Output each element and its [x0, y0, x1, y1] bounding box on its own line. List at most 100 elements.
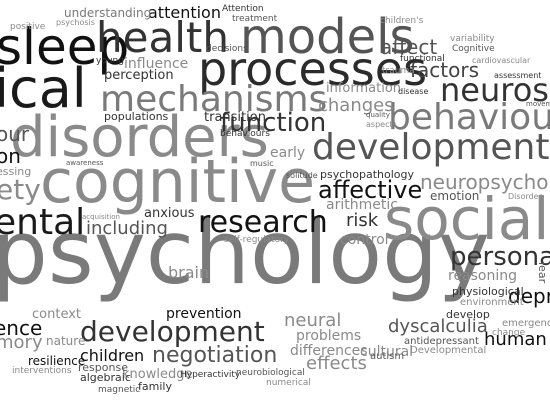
cloud-word: affective: [318, 176, 423, 204]
cloud-word: magnetic: [98, 385, 141, 395]
cloud-word: transition: [204, 110, 266, 125]
cloud-word: models: [240, 9, 415, 65]
cloud-word: aspects: [366, 120, 397, 129]
cloud-word: research: [198, 205, 328, 240]
cloud-word: response: [78, 361, 128, 374]
cloud-word: neural: [284, 310, 342, 331]
cloud-word: function: [220, 108, 327, 138]
cloud-word: mory: [0, 332, 43, 353]
cloud-word: on: [0, 144, 21, 168]
cloud-word: knowledge: [122, 367, 193, 382]
cloud-word: development: [80, 315, 265, 348]
cloud-word: young: [96, 56, 124, 66]
cloud-word: changes: [318, 95, 394, 116]
cloud-word: numerical: [266, 378, 311, 388]
cloud-word: functional: [400, 54, 445, 64]
cloud-word: processes: [198, 42, 428, 96]
cloud-word: social: [384, 185, 550, 253]
cloud-word: quality: [366, 111, 390, 119]
cloud-word: cultural: [360, 344, 414, 360]
cloud-word: negotiation: [152, 343, 278, 368]
cloud-word: ence: [0, 316, 43, 340]
cloud-word: children's: [380, 16, 424, 26]
cloud-word: resilience: [28, 354, 86, 368]
cloud-word: early: [270, 145, 306, 161]
cloud-word: information: [326, 81, 402, 96]
cloud-word: health: [96, 13, 229, 62]
cloud-word: behaviours: [220, 129, 270, 139]
cloud-word: environment: [460, 297, 524, 308]
cloud-word: positive: [10, 22, 46, 32]
cloud-word: awareness: [66, 159, 104, 167]
cloud-word: assessment: [494, 71, 542, 80]
cloud-word: self-regulatory: [224, 235, 290, 245]
cloud-word: family: [138, 380, 172, 393]
cloud-word: develop: [446, 308, 490, 321]
cloud-word: reasoning: [448, 268, 518, 284]
cloud-word: disorders: [10, 105, 269, 170]
cloud-word: problems: [296, 328, 362, 344]
cloud-word: autism: [370, 351, 405, 362]
cloud-word: behaviour: [388, 97, 550, 138]
cloud-word: psychopathology: [320, 168, 414, 181]
cloud-word: context: [32, 307, 81, 322]
cloud-word: ety: [0, 173, 41, 206]
cloud-word: Developmental: [410, 345, 487, 356]
cloud-word: cardiovascular: [472, 56, 531, 65]
cloud-word: nature: [46, 334, 86, 348]
cloud-word: music: [250, 159, 274, 168]
cloud-word: neurosci: [440, 71, 550, 109]
cloud-word: acquisition: [82, 213, 120, 221]
cloud-word: essing: [0, 165, 32, 178]
cloud-word: effects: [306, 353, 367, 374]
cloud-word: interventions: [12, 366, 72, 376]
cloud-word: control: [340, 232, 389, 248]
cloud-word: algebraic: [80, 371, 131, 384]
cloud-word: populations: [104, 110, 169, 123]
cloud-word: brain: [168, 263, 210, 282]
cloud-word: lear: [536, 262, 549, 284]
cloud-word: anxious: [144, 206, 195, 221]
cloud-word: development: [312, 127, 550, 168]
cloud-word: emotion: [430, 189, 480, 203]
cloud-word: disease: [398, 87, 429, 96]
cloud-word: neuropsycho: [420, 170, 549, 194]
cloud-word: cognitive: [40, 147, 316, 217]
cloud-word: perception: [104, 68, 174, 83]
cloud-word: persona: [450, 242, 550, 272]
cloud-word: solitude: [286, 171, 318, 180]
cloud-word: Disorder: [508, 192, 542, 201]
cloud-word: mechanisms: [100, 79, 328, 120]
cloud-word: human: [484, 329, 547, 350]
cloud-word: Hyperactivity: [180, 370, 241, 380]
cloud-word: depr: [508, 284, 550, 308]
cloud-word: emergence: [502, 318, 550, 329]
cloud-word: physiological: [452, 285, 524, 298]
cloud-word: differences: [290, 343, 368, 359]
cloud-word: children: [80, 346, 145, 365]
cloud-word: arithmetic: [326, 197, 398, 213]
cloud-word: psychology: [0, 201, 491, 304]
cloud-word: variability: [450, 34, 495, 44]
cloud-word: trauma: [382, 66, 415, 76]
cloud-word: understanding: [64, 6, 152, 20]
cloud-word: factors: [410, 58, 480, 82]
cloud-word: treatment: [232, 14, 278, 24]
cloud-word: risk: [346, 210, 379, 231]
cloud-word: influence: [124, 56, 189, 72]
cloud-word: sleep: [0, 18, 130, 76]
cloud-word: Attention: [222, 4, 264, 14]
cloud-word: ical: [0, 57, 87, 120]
cloud-word: movem: [526, 100, 550, 108]
cloud-word: prevention: [166, 306, 242, 322]
cloud-word: Cognitive: [452, 44, 495, 54]
cloud-word: ental: [0, 202, 86, 243]
cloud-word: psychosis: [56, 18, 95, 27]
cloud-word: antidepressant: [404, 336, 479, 347]
cloud-word: attention: [148, 3, 221, 22]
cloud-word: decisions: [206, 44, 248, 54]
cloud-word: our: [0, 122, 30, 146]
cloud-word: affect: [380, 35, 438, 59]
cloud-word: dyscalculia: [388, 316, 488, 337]
